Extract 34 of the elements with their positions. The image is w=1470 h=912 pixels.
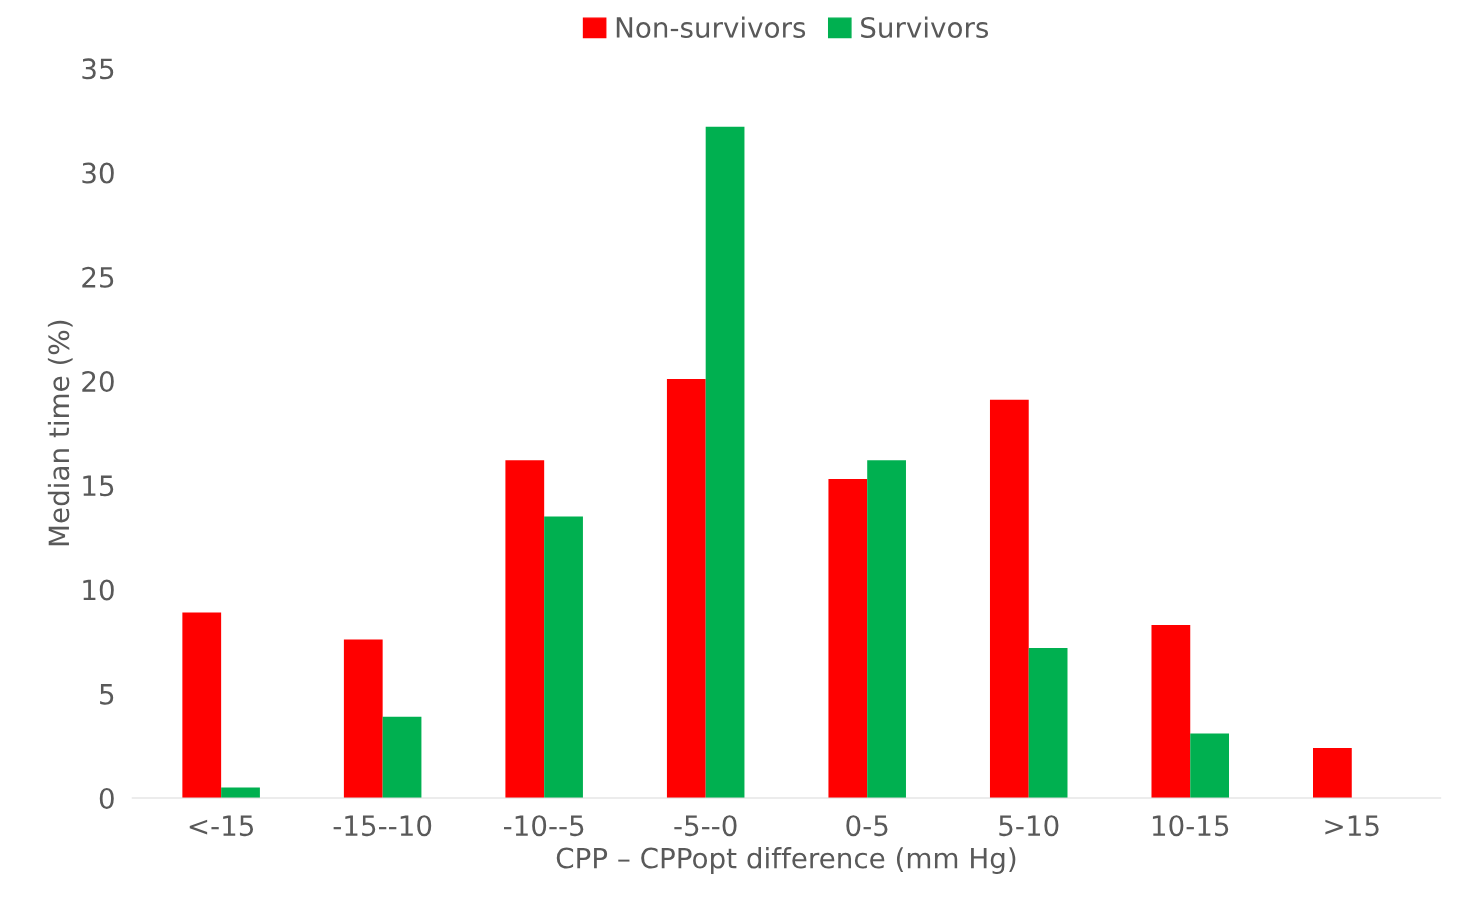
x-axis-title: CPP – CPPopt difference (mm Hg)	[556, 847, 1016, 874]
x-tick-label: 5-10	[999, 815, 1059, 837]
bar	[989, 399, 1029, 798]
bar	[343, 639, 383, 798]
bar	[1190, 733, 1230, 798]
bar	[382, 716, 422, 798]
bar	[182, 612, 222, 798]
x-tick-label: 10-15	[1152, 815, 1229, 837]
x-tick-label: -10--5	[503, 815, 584, 837]
bar	[1313, 747, 1352, 798]
y-tick-label: 5	[100, 684, 114, 705]
x-tick-label: -15--10	[333, 815, 432, 837]
legend-label: Survivors	[861, 16, 989, 39]
bar	[1151, 624, 1191, 798]
y-tick-label: 15	[83, 475, 114, 497]
x-tick-label: >15	[1325, 815, 1379, 837]
bar	[666, 379, 706, 798]
bar	[828, 479, 868, 798]
y-tick-label: 35	[82, 58, 114, 80]
x-tick-label: <-15	[189, 815, 254, 837]
x-tick-label: 0-5	[846, 815, 888, 837]
legend-label: Non-survivors	[616, 16, 806, 39]
bar	[867, 460, 906, 798]
y-tick-label: 0	[99, 787, 114, 809]
x-tick-label: -5--0	[674, 815, 737, 837]
bar	[505, 460, 545, 798]
y-tick-label: 20	[82, 371, 114, 393]
y-tick-label: 25	[82, 266, 114, 288]
bar	[705, 126, 745, 798]
y-tick-label: 30	[82, 162, 114, 184]
bar	[544, 516, 583, 798]
bar	[1028, 647, 1068, 798]
y-axis-title: Median time (%)	[47, 320, 73, 546]
y-tick-label: 10	[83, 579, 114, 601]
